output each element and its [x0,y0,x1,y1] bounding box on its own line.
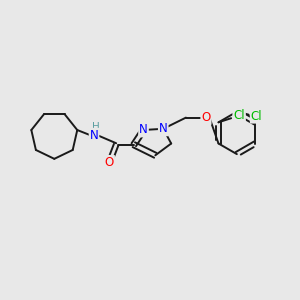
Text: H: H [92,122,99,132]
Text: O: O [201,111,211,124]
Text: Cl: Cl [251,110,262,123]
Text: Cl: Cl [233,109,245,122]
Text: O: O [105,156,114,169]
Text: N: N [90,129,98,142]
Text: N: N [159,122,168,135]
Text: N: N [139,124,148,136]
